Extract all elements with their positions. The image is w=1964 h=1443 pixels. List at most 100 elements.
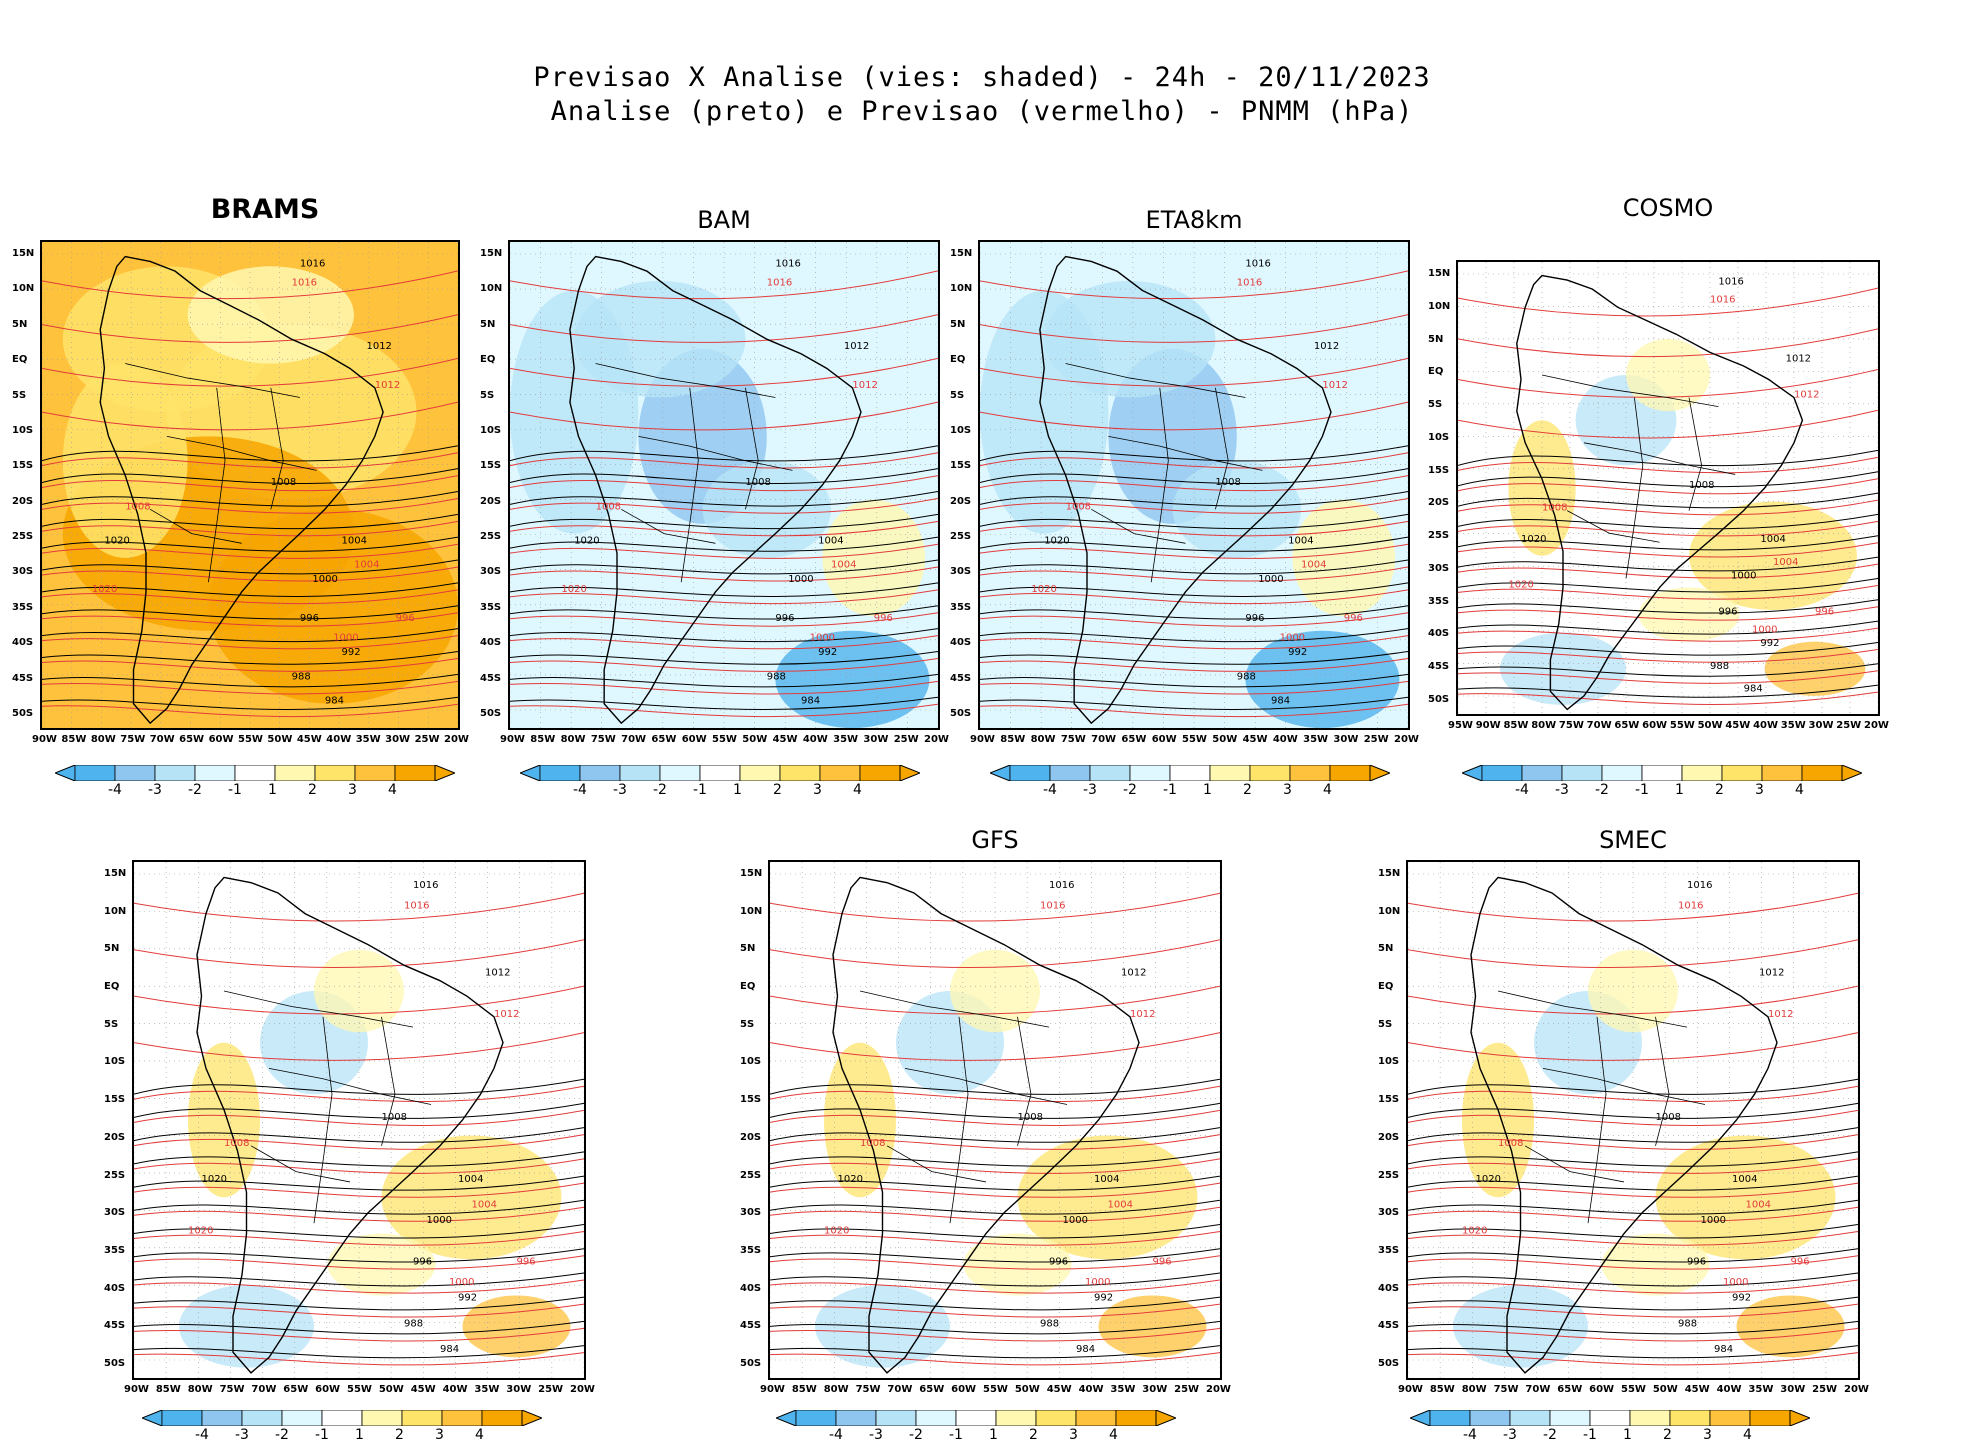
contour-label-analysis: 1008 — [1215, 477, 1240, 488]
contour-label-analysis: 996 — [1687, 1256, 1706, 1267]
colorbar-label: -2 — [909, 1427, 923, 1443]
isobar-forecast — [510, 612, 938, 627]
bias-area — [1736, 1295, 1845, 1358]
contour-label-analysis: 996 — [300, 613, 319, 624]
isobar-analysis — [1408, 1320, 1858, 1335]
contour-label-forecast: 1020 — [1031, 584, 1056, 595]
map-canvas-eta8km: 1016 1012 1008 1004 1000 996 992 988 984 1020 1016… — [980, 242, 1408, 728]
isobar-forecast — [510, 270, 938, 300]
isobar-analysis — [134, 1175, 584, 1191]
contour-label-analysis: 992 — [1732, 1293, 1751, 1304]
bias-area — [179, 1285, 314, 1368]
colorbar-label: 1 — [1675, 782, 1684, 798]
contour-label-forecast: 1020 — [1462, 1226, 1487, 1237]
colorbar-label: -2 — [1595, 782, 1609, 798]
lon-tick-label: 60W — [951, 1384, 977, 1395]
isobar-analysis — [770, 1102, 1220, 1119]
lat-tick-label: 35S — [1378, 1244, 1400, 1256]
lon-tick-label: 65W — [283, 1384, 309, 1395]
colorbar-label: 2 — [395, 1427, 404, 1443]
isobar-forecast — [510, 520, 938, 537]
lon-tick-label: 20W — [444, 734, 469, 745]
lat-tick-label: 45S — [1428, 661, 1450, 673]
country-border — [859, 990, 1050, 1028]
isobar-forecast — [1458, 520, 1878, 537]
isobar-analysis — [42, 628, 458, 643]
colorbar-extend-high — [434, 764, 457, 782]
map-canvas-unlabeled: 1016 1012 1008 1004 1000 996 992 988 984 1020 1016… — [134, 862, 584, 1378]
contour-label-analysis: 1004 — [342, 535, 367, 546]
isobar-forecast — [770, 985, 1220, 1015]
colorbar-swatch — [234, 764, 276, 782]
colorbar-label: -3 — [1083, 782, 1097, 798]
isobar-forecast — [770, 892, 1220, 922]
contour-label-analysis: 1016 — [1245, 258, 1270, 269]
country-border — [313, 1016, 333, 1224]
country-border — [149, 508, 242, 544]
country-border — [208, 387, 226, 583]
isobar-forecast — [770, 1231, 1220, 1246]
lon-tick-label: 55W — [1621, 1384, 1646, 1395]
colorbar-extend-low — [1460, 764, 1483, 782]
isobar-forecast — [770, 1255, 1220, 1270]
isobar-forecast — [980, 635, 1408, 650]
lon-tick-label: 30W — [863, 734, 889, 745]
lon-tick-label: 80W — [823, 1384, 849, 1395]
lon-tick-label: 30W — [385, 734, 411, 745]
contour-label-analysis: 996 — [775, 613, 794, 624]
lat-tick-label: 15N — [1378, 868, 1401, 879]
bias-area — [1601, 1233, 1710, 1296]
bias-area — [815, 1285, 950, 1368]
contour-label-analysis: 1012 — [844, 341, 869, 352]
isobar-forecast — [510, 703, 938, 718]
contour-label-analysis: 1016 — [413, 880, 438, 891]
isobar-analysis — [1458, 684, 1878, 698]
isobar-forecast — [1458, 542, 1878, 558]
contour-label-analysis: 984 — [440, 1344, 459, 1355]
map-panel-bam: 1016 1012 1008 1004 1000 996 992 988 984 1020 1016… — [508, 240, 940, 730]
isobar-forecast — [1408, 1109, 1858, 1126]
colorbar-swatch — [699, 764, 741, 782]
colorbar-swatch — [819, 764, 861, 782]
lon-tick-label: 30W — [1333, 734, 1359, 745]
bias-area — [208, 509, 458, 704]
lon-tick-label: 90W — [1398, 1384, 1423, 1395]
contour-label-forecast: 996 — [1791, 1256, 1810, 1267]
contour-label-analysis: 1020 — [574, 535, 599, 546]
isobar-analysis — [980, 513, 1408, 530]
colorbar-extend-low — [1408, 1409, 1431, 1427]
contour-label-analysis: 996 — [413, 1256, 432, 1267]
isobar-forecast — [510, 401, 938, 431]
isobar-analysis — [42, 445, 458, 462]
lon-tick-label: 60W — [681, 734, 707, 745]
colorbar-swatch — [1641, 764, 1683, 782]
colorbar-label: 2 — [1663, 1427, 1672, 1443]
lat-tick-label: 40S — [950, 637, 972, 649]
isobar-analysis — [1408, 1199, 1858, 1215]
colorbar-swatch — [314, 764, 356, 782]
lon-tick-label: 45W — [1242, 734, 1268, 745]
isobar-analysis — [134, 1199, 584, 1215]
contour-label-analysis: 1012 — [1759, 968, 1784, 979]
country-border — [886, 1145, 987, 1183]
lat-tick-label: 5N — [1378, 943, 1394, 955]
lat-tick-label: 20S — [1378, 1131, 1400, 1143]
contour-label-forecast: 1000 — [1085, 1277, 1110, 1288]
isobar-forecast — [134, 892, 584, 922]
lon-tick-label: 20W — [570, 1384, 595, 1395]
contour-label-analysis: 1000 — [788, 574, 813, 585]
colorbar-swatch — [1721, 764, 1763, 782]
colorbar-cosmo — [1460, 764, 1864, 785]
lat-tick-label: 35S — [950, 601, 972, 613]
isobar-analysis — [1458, 471, 1878, 488]
lat-tick-label: 10S — [480, 424, 502, 436]
contour-label-analysis: 1012 — [1121, 968, 1146, 979]
isobar-forecast — [42, 452, 458, 469]
contour-label-analysis: 1008 — [745, 477, 770, 488]
lat-tick-label: EQ — [1428, 366, 1444, 378]
lon-tick-label: 85W — [155, 1384, 181, 1395]
colorbar-label: 4 — [1795, 782, 1804, 798]
contour-label-forecast: 1020 — [1508, 579, 1533, 590]
contour-label-forecast: 1016 — [1678, 900, 1703, 911]
isobar-forecast — [510, 543, 938, 559]
